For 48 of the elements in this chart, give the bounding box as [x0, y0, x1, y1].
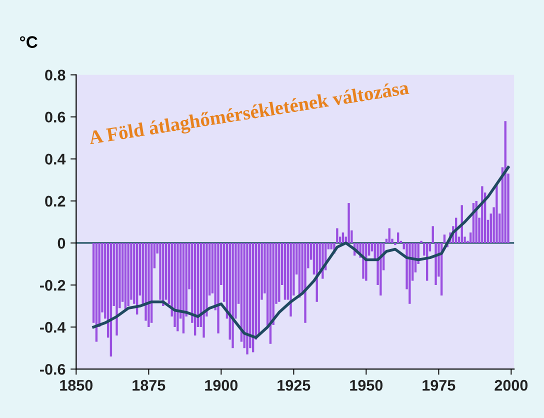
x-tick-label: 1875 [132, 380, 166, 391]
bar [176, 242, 179, 332]
y-tick-label: 0 [58, 238, 66, 249]
line-series [92, 166, 510, 339]
bar [434, 242, 437, 286]
bar [290, 242, 292, 317]
bar [202, 242, 205, 338]
bar [432, 226, 434, 243]
bar [124, 242, 127, 310]
bar [304, 242, 306, 323]
x-tick-label: 1850 [60, 380, 93, 391]
bar [408, 242, 411, 304]
bar [278, 242, 280, 302]
y-tick-label: -0.4 [40, 322, 66, 333]
bar [336, 228, 338, 243]
bar [388, 228, 390, 243]
y-tick-label: -0.6 [40, 364, 66, 375]
bar [252, 242, 254, 352]
x-tick-label: 1900 [205, 380, 238, 391]
y-tick-label: 0.8 [45, 70, 66, 81]
bar [232, 242, 234, 348]
x-tick-label: 1975 [422, 380, 456, 391]
bar [348, 203, 350, 243]
y-tick-label: 0.2 [45, 196, 66, 207]
bar [217, 242, 220, 334]
bar [330, 242, 332, 250]
bar [394, 242, 396, 246]
bar [284, 242, 286, 300]
bar [342, 232, 344, 243]
bar [116, 242, 118, 336]
x-tick-label: 1950 [350, 380, 383, 391]
bar [148, 242, 150, 328]
x-tick-label: 1925 [278, 380, 310, 391]
bar [365, 242, 368, 281]
bar [481, 186, 484, 243]
y-tick-label: -0.2 [40, 280, 66, 291]
x-tick-label: 2000 [494, 380, 528, 391]
bar [162, 242, 164, 306]
y-tick-label: 0.6 [45, 112, 66, 123]
bar [174, 242, 176, 328]
y-tick-label: 0.4 [45, 154, 66, 165]
y-axis-title: °C [20, 36, 38, 48]
bar [127, 242, 130, 306]
bar [380, 242, 382, 296]
bar [246, 242, 248, 354]
bar [496, 184, 498, 243]
bar [396, 232, 400, 243]
bar [443, 234, 446, 243]
